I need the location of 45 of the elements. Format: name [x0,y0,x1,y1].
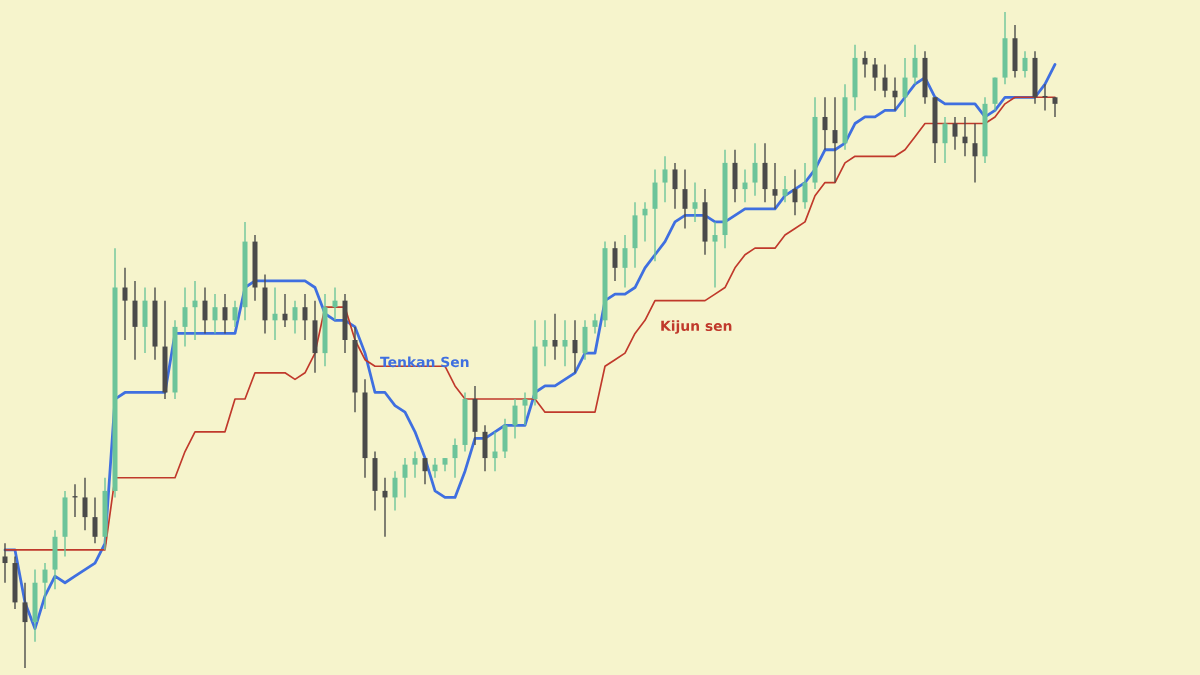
candlestick [962,116,968,158]
candlestick [382,477,388,538]
candlestick [862,50,868,79]
candlestick [942,116,948,164]
candlestick [662,155,668,203]
candlestick [182,286,188,348]
candlestick [402,457,408,499]
candlestick [332,286,338,322]
candlestick [232,299,238,328]
candlestick [492,431,498,472]
candlestick [782,175,788,203]
candlestick [432,457,438,479]
candlestick [892,76,898,112]
candlestick [282,293,288,328]
candlestick [902,57,908,118]
candlestick [222,293,228,335]
candlestick [642,201,648,243]
series-label: Tenkan Sen [380,356,469,368]
candlestick [952,116,958,151]
candlestick [612,240,618,282]
candlestick [412,450,418,479]
candlestick [272,286,278,341]
candlestick [452,437,458,479]
candlestick [742,168,748,203]
candlestick [512,398,518,440]
candlestick [792,168,798,217]
candlestick [592,313,598,335]
candlestick [2,542,8,584]
candlestick [212,293,218,335]
candlestick [82,477,88,531]
candlestick [122,267,128,341]
candlestick [912,44,918,85]
candlestick [92,496,98,545]
candlestick [682,168,688,230]
candlestick [392,470,398,512]
candlestick [552,313,558,361]
candlestick [1052,96,1058,118]
candlestick [1022,50,1028,79]
candlestick [752,142,758,197]
series-label: Kijun sen [661,320,732,334]
candlestick [802,162,808,210]
candlestick [542,319,548,367]
candlestick [692,181,698,223]
candlestick [42,562,48,610]
candlestick [562,319,568,367]
